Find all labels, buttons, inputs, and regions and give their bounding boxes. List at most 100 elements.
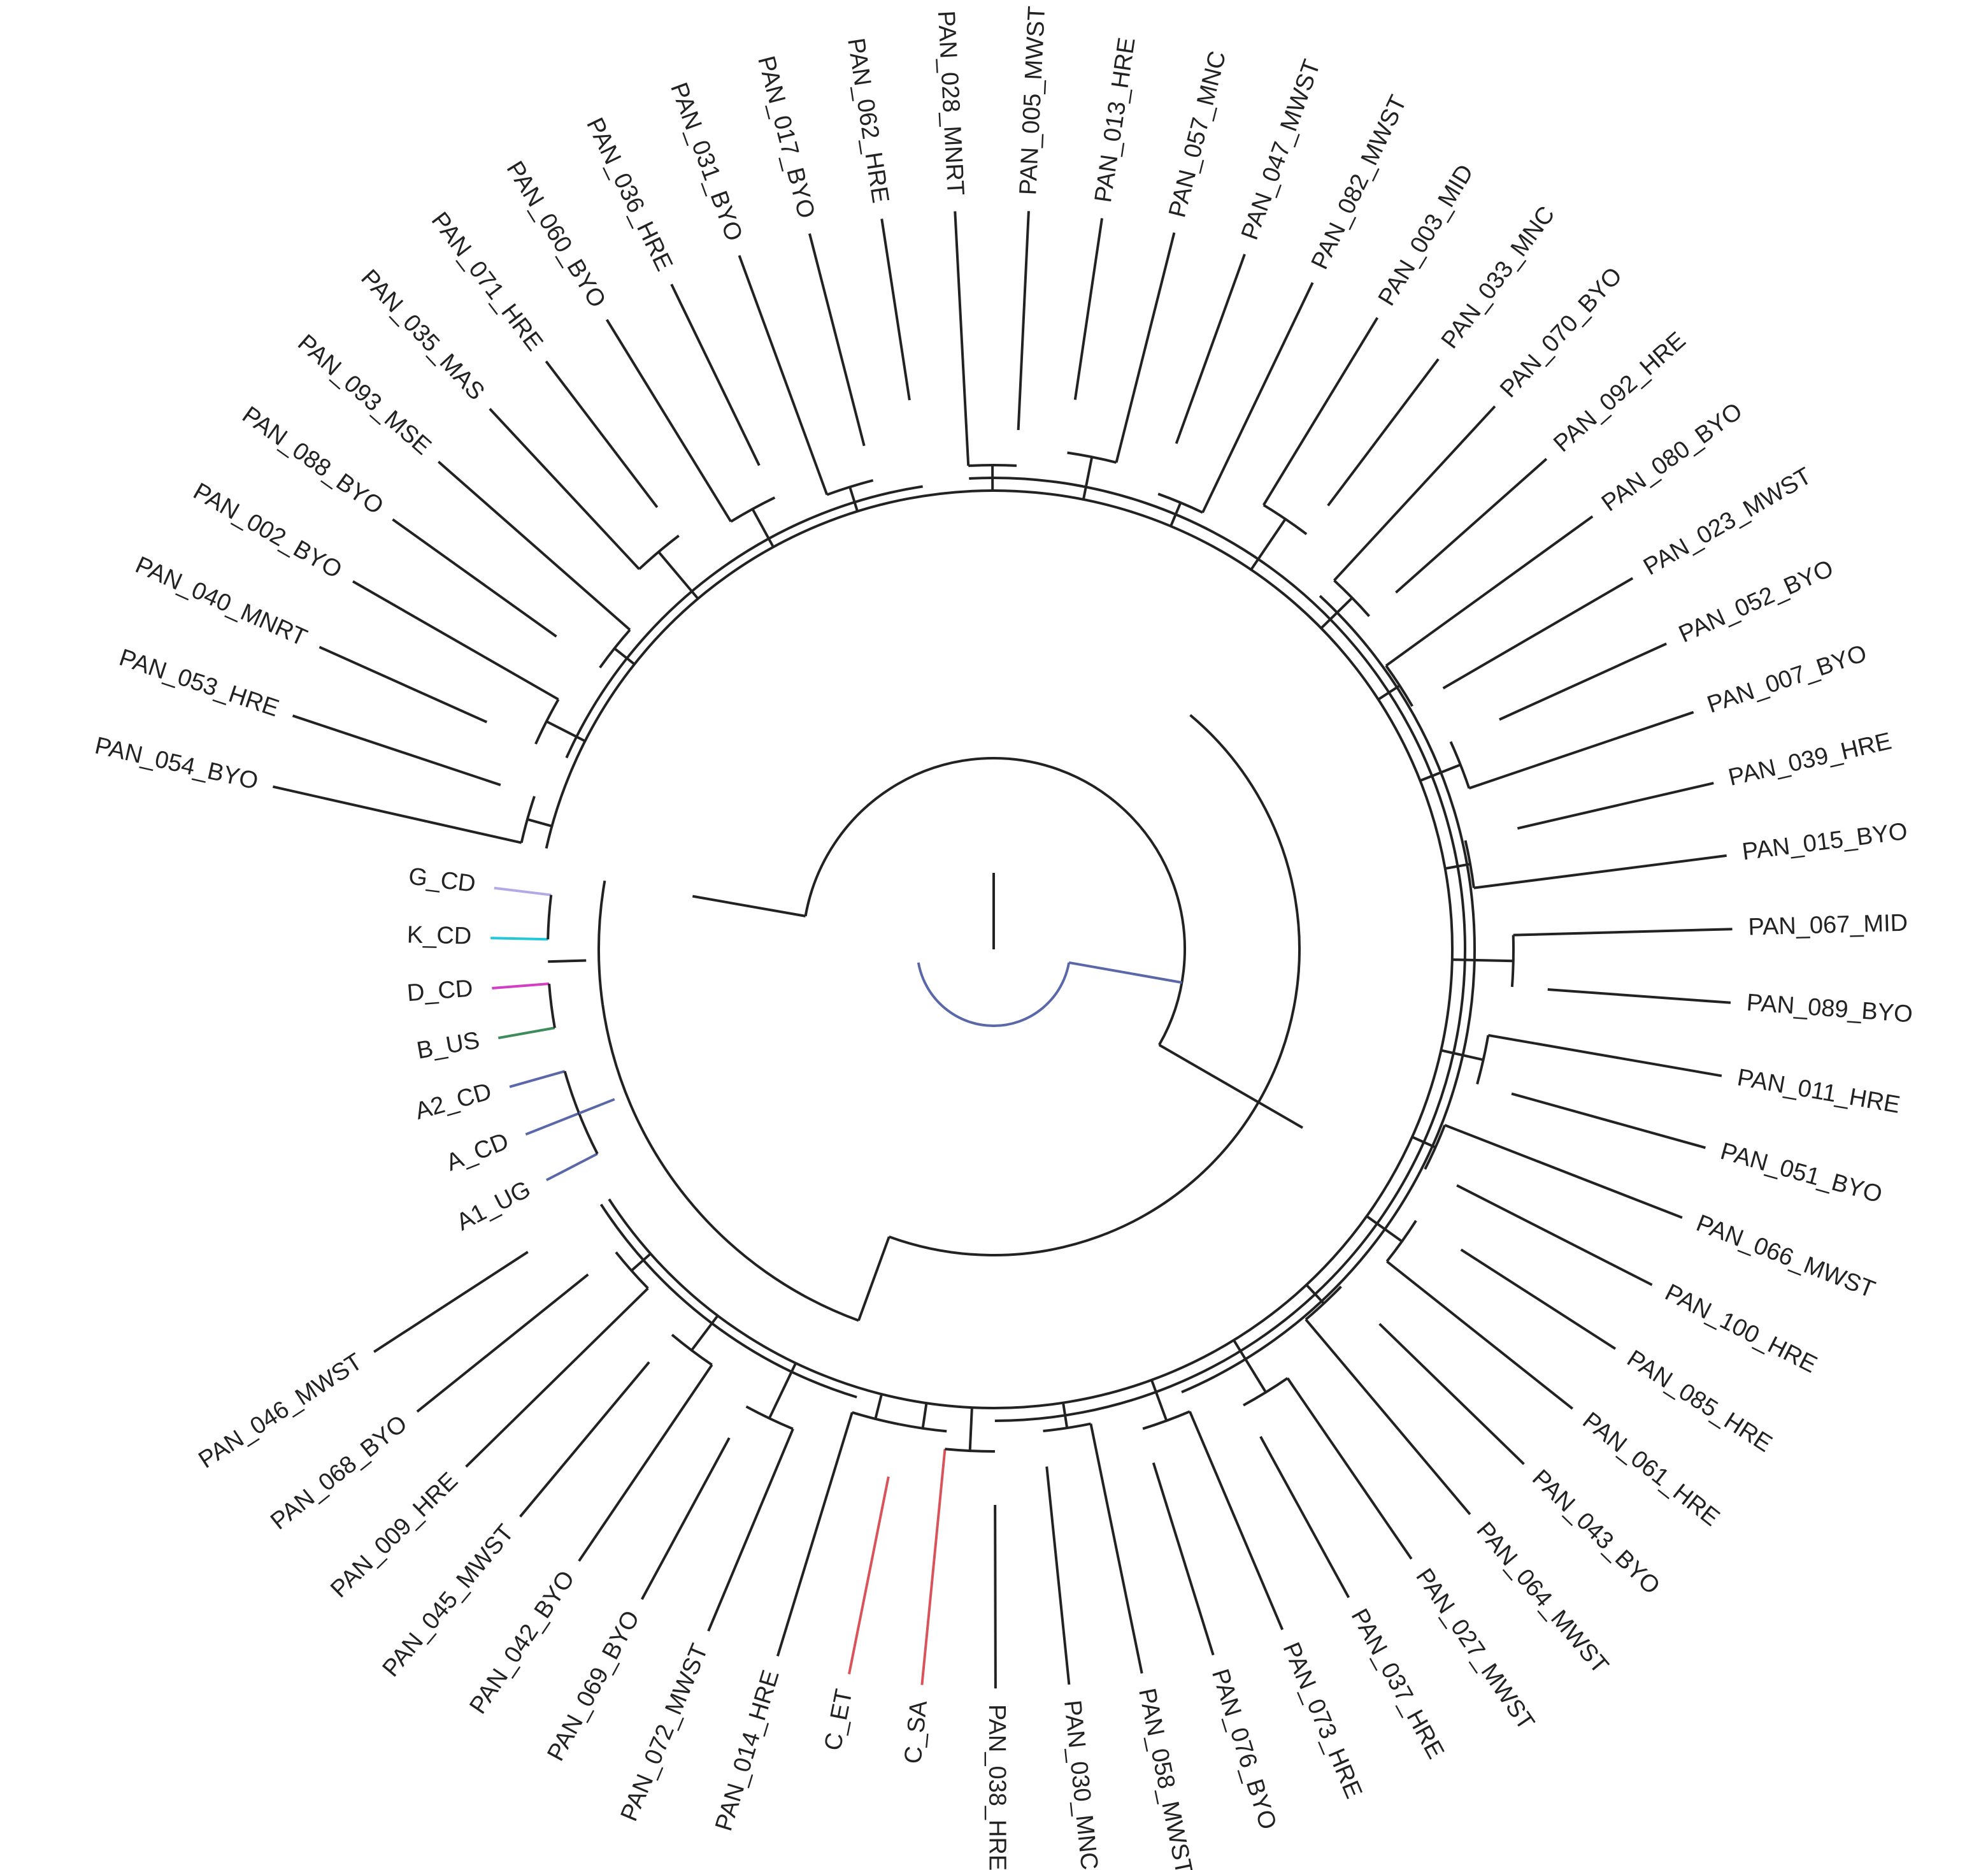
branch [1468,710,1694,790]
branch [492,982,550,989]
leaf-label: PAN_014_HRE [710,1667,785,1834]
leaf-label: PAN_093_MSE [292,329,436,460]
branch [1499,642,1667,721]
branch [1115,232,1176,463]
branch [692,895,806,917]
branch [848,486,859,512]
leaf-label: PAN_089_BYO [1746,989,1914,1028]
branch [670,284,761,466]
leaf-label: PAN_100_HRE [1661,1279,1821,1379]
leaf-label: D_CD [406,975,474,1007]
branch [509,1070,566,1088]
branch-arc [599,1204,857,1399]
branch [489,408,640,570]
branch [857,1236,890,1321]
branch [519,1361,650,1518]
branch [1017,211,1030,431]
branch [1152,1462,1215,1656]
leaf-label: PAN_092_HRE [1548,327,1691,457]
branch [1262,317,1379,506]
leaf-label: PAN_060_BYO [501,157,611,313]
branch [352,580,559,701]
branch [1189,1411,1284,1630]
branch [1395,457,1548,594]
branch-arc [730,496,776,523]
branch [1175,254,1246,444]
branch [465,1287,649,1468]
branch [874,1393,883,1420]
branch [497,1026,555,1040]
branch [1250,518,1287,571]
leaf-label: PAN_040_MNRT [131,552,311,652]
leaf-label: PAN_057_MNC [1164,48,1231,220]
leaf-label: PAN_053_HRE [116,644,282,722]
leaf-label: PAN_005_MWST [1015,6,1050,196]
branch-arc [1449,741,1471,789]
leaf-label: K_CD [406,921,471,949]
branch [1460,1248,1617,1350]
branch [527,818,552,828]
leaf-label: PAN_033_MNC [1436,201,1561,354]
branch-arc [565,485,923,759]
branch [690,1314,719,1351]
branch [318,645,488,724]
branch [1547,988,1731,1004]
leaf-label: PAN_088_BYO [238,401,389,520]
branch [416,1273,589,1413]
leaf-label: PAN_023_MWST [1639,463,1816,580]
leaf-label: PAN_051_BYO [1717,1138,1885,1209]
branch-arc [545,489,1454,1409]
branch [1327,358,1440,507]
branch-arc [1476,1035,1490,1085]
branch [545,1153,598,1181]
leaf-label: PAN_085_HRE [1622,1345,1777,1458]
branch [954,211,970,466]
leaf-label: PAN_038_HRE [983,1704,1011,1870]
leaf-label: PAN_069_BYO [542,1606,645,1766]
leaf-label: PAN_082_MWST [1306,91,1412,273]
branch [994,1504,997,1689]
leaf-label: PAN_036_HRE [581,114,678,275]
branch [1305,1318,1471,1516]
branch [921,1402,928,1429]
branch-arc [969,477,1466,1422]
branch [1068,961,1182,984]
branch [1082,456,1094,500]
leaf-label: A_CD [443,1128,513,1176]
branch [548,959,587,963]
branch [880,219,911,401]
leaf-label: A2_CD [412,1078,494,1125]
branch-arc [601,1004,859,1322]
branch [1452,958,1513,963]
branch [1333,405,1496,582]
branch [1442,577,1634,689]
branch [808,233,866,447]
leaf-label: PAN_002_BYO [189,478,346,584]
branch [613,647,636,666]
leaf-label: PAN_062_HRE [842,36,894,205]
branch [490,937,548,941]
branch-arc [547,895,553,940]
leaf-label: PAN_009_HRE [325,1467,463,1603]
branch [273,785,522,844]
branch [1045,1466,1071,1685]
branch-arc [889,714,1301,1256]
branch [1233,1339,1267,1393]
branch [1386,1260,1573,1410]
branch-arc [917,962,1071,1027]
branch [1473,854,1727,889]
branch [1378,1323,1525,1465]
branch [1158,1044,1303,1129]
branch-arc [548,983,556,1028]
branch [1150,1379,1168,1421]
leaf-label: PAN_054_BYO [92,732,261,795]
leaf-label: PAN_015_BYO [1741,818,1909,866]
branch [920,1449,947,1685]
leaf-label: PAN_030_MNC [1059,1699,1103,1870]
branch-arc [597,880,606,1005]
leaf-label: PAN_070_BYO [1495,263,1627,403]
leaf-label: PAN_028_MNRT [933,10,969,196]
branch-arc [599,629,631,669]
branch [1385,515,1594,667]
leaf-label: A1_UG [452,1176,535,1235]
